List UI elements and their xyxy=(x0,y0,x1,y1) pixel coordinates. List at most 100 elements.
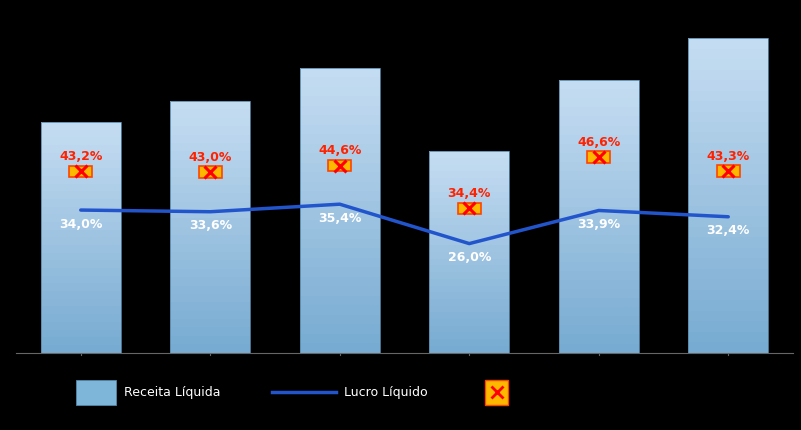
Bar xyxy=(688,237,768,248)
Bar xyxy=(41,230,121,237)
Bar xyxy=(300,276,380,286)
Bar xyxy=(170,135,251,143)
Bar xyxy=(300,343,380,353)
Bar xyxy=(558,108,639,117)
Bar xyxy=(170,210,251,218)
Bar xyxy=(558,326,639,335)
Bar xyxy=(688,59,768,70)
Text: 43,3%: 43,3% xyxy=(706,150,750,163)
Bar xyxy=(558,316,639,326)
Bar xyxy=(688,164,768,175)
Bar xyxy=(688,111,768,122)
Bar xyxy=(170,110,251,118)
Bar xyxy=(429,265,509,272)
Bar xyxy=(300,191,380,200)
Bar xyxy=(41,245,121,253)
Bar xyxy=(429,158,509,165)
Bar xyxy=(300,267,380,276)
Bar xyxy=(41,314,121,322)
Bar xyxy=(558,162,639,171)
Bar xyxy=(429,299,509,306)
Bar xyxy=(170,277,251,286)
Bar xyxy=(688,248,768,258)
Bar xyxy=(69,166,92,177)
Bar xyxy=(558,234,639,243)
Bar xyxy=(170,319,251,328)
Bar xyxy=(41,153,121,160)
Bar xyxy=(558,335,639,344)
Bar xyxy=(41,222,121,230)
Bar xyxy=(558,80,639,89)
Bar xyxy=(170,160,251,168)
Bar xyxy=(41,329,121,337)
Bar xyxy=(558,289,639,298)
Bar xyxy=(41,168,121,176)
Text: 32,4%: 32,4% xyxy=(706,224,750,237)
Bar xyxy=(41,237,121,245)
Bar xyxy=(41,176,121,184)
Bar xyxy=(429,212,509,218)
Bar xyxy=(170,126,251,135)
Bar xyxy=(170,269,251,277)
Bar xyxy=(41,253,121,261)
Bar xyxy=(41,160,121,168)
Bar xyxy=(558,89,639,98)
Bar xyxy=(688,290,768,300)
Bar xyxy=(688,300,768,310)
Text: 33,9%: 33,9% xyxy=(578,218,620,231)
Bar xyxy=(41,184,121,191)
Bar xyxy=(41,268,121,276)
Text: 46,6%: 46,6% xyxy=(578,136,620,149)
Bar xyxy=(41,122,121,130)
Bar xyxy=(558,98,639,108)
Text: 35,4%: 35,4% xyxy=(318,212,361,225)
Bar xyxy=(429,339,509,346)
Bar xyxy=(300,248,380,258)
Bar xyxy=(688,185,768,195)
Bar xyxy=(429,232,509,239)
Text: Lucro Líquido: Lucro Líquido xyxy=(344,386,428,399)
Bar xyxy=(41,307,121,314)
Bar xyxy=(429,319,509,326)
Bar xyxy=(170,101,251,109)
Bar xyxy=(688,132,768,143)
Bar xyxy=(717,165,740,177)
Bar xyxy=(429,332,509,339)
Bar xyxy=(170,185,251,193)
Bar xyxy=(429,151,509,158)
Bar xyxy=(429,306,509,312)
Bar xyxy=(558,225,639,234)
Bar xyxy=(558,135,639,144)
Bar xyxy=(429,312,509,319)
Bar xyxy=(41,145,121,153)
Bar xyxy=(429,165,509,172)
Bar xyxy=(300,239,380,248)
Bar xyxy=(170,118,251,126)
Bar xyxy=(688,321,768,332)
Bar xyxy=(558,80,639,353)
Bar xyxy=(41,206,121,214)
Bar xyxy=(41,191,121,199)
Bar xyxy=(300,68,380,77)
Bar xyxy=(558,144,639,153)
Bar xyxy=(76,380,116,405)
Text: 43,0%: 43,0% xyxy=(188,151,232,164)
Bar xyxy=(300,305,380,315)
Bar xyxy=(170,252,251,261)
Bar xyxy=(558,117,639,126)
Bar xyxy=(558,271,639,280)
Bar xyxy=(41,214,121,222)
Bar xyxy=(170,294,251,302)
Bar xyxy=(558,307,639,316)
Bar xyxy=(170,328,251,336)
Bar xyxy=(688,269,768,279)
Bar xyxy=(429,192,509,198)
Bar xyxy=(558,216,639,225)
Bar xyxy=(587,151,610,163)
Text: 33,6%: 33,6% xyxy=(189,219,231,232)
Bar xyxy=(300,134,380,144)
Bar xyxy=(688,216,768,227)
Bar xyxy=(300,181,380,191)
Bar xyxy=(558,280,639,289)
Bar xyxy=(170,218,251,227)
